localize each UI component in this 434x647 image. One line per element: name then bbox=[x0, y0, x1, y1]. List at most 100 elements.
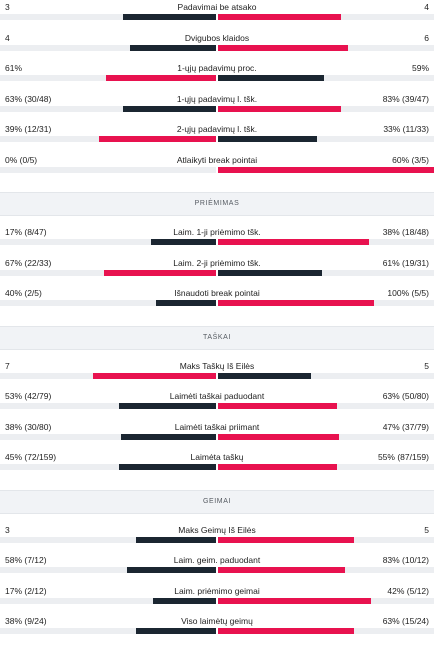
stat-left-value: 3 bbox=[5, 2, 10, 12]
stat-bar-right-track bbox=[218, 628, 434, 634]
stat-right-value: 83% (39/47) bbox=[382, 93, 429, 104]
stat-label: 1-ųjų padavimų l. tšk. bbox=[176, 93, 258, 104]
stat-bar-left-track bbox=[0, 628, 216, 634]
stat-bar-left-fill bbox=[129, 44, 216, 51]
stat-row: 63% (30/48) 1-ųjų padavimų l. tšk. 83% (39… bbox=[0, 92, 434, 125]
stat-row: 53% (42/79) Laimėti taškai paduodant 63% (… bbox=[0, 389, 434, 422]
stat-right-value: 6 bbox=[424, 32, 429, 43]
stat-bar-left-fill bbox=[99, 136, 216, 142]
stat-right-value: 47% (37/79) bbox=[382, 421, 429, 432]
stat-row: 38% (9/24) Viso laimėtų geimų 63% (15/24) bbox=[0, 614, 434, 647]
stat-bar-right-track bbox=[218, 536, 434, 543]
stat-bar-right-fill bbox=[218, 105, 342, 112]
stat-left-value: 53% (42/79) bbox=[5, 391, 52, 401]
stat-bar-right-track bbox=[218, 269, 434, 276]
section-header: GEIMAI bbox=[0, 489, 434, 514]
stat-right-value: 63% (50/80) bbox=[382, 391, 429, 401]
stat-bar-left-fill bbox=[155, 300, 216, 306]
stat-row: 40% (2/5) Išnaudoti break pointai 100% (5/… bbox=[0, 286, 434, 319]
stat-bar-right-track bbox=[218, 433, 434, 440]
stat-bar-left-fill bbox=[136, 536, 216, 543]
stat-bar-right-track bbox=[218, 44, 434, 51]
stat-left-value: 0% (0/5) bbox=[5, 154, 38, 165]
stat-bar-left-fill bbox=[118, 464, 216, 470]
stat-bar-left-fill bbox=[105, 75, 216, 81]
stat-bar-left-fill bbox=[153, 597, 216, 604]
stat-bar-right-fill bbox=[218, 136, 318, 142]
stat-row: 0% (0/5) Atlaikyti break pointai 60% (3/5) bbox=[0, 153, 434, 186]
stat-bar-right-track bbox=[218, 300, 434, 306]
stat-bar-left-track bbox=[0, 433, 216, 440]
stat-bar-right-track bbox=[218, 136, 434, 142]
stat-bar-right-fill bbox=[218, 567, 346, 573]
stat-label: Laim. 1-ji priėmimo tšk. bbox=[173, 227, 261, 237]
stat-left-value: 40% (2/5) bbox=[5, 288, 42, 298]
stat-bar-right-fill bbox=[218, 403, 337, 409]
stat-left-value: 4 bbox=[5, 32, 10, 43]
stat-row: 67% (22/33) Laim. 2-ji priėmimo tšk. 61% (… bbox=[0, 256, 434, 289]
stat-row: 45% (72/159) Laimėta taškų 55% (87/159) bbox=[0, 450, 434, 483]
stat-label: Atlaikyti break pointai bbox=[176, 154, 258, 165]
stat-right-value: 38% (18/48) bbox=[382, 227, 429, 237]
stat-bar-right-fill bbox=[218, 44, 348, 51]
stat-label: Viso laimėtų geimų bbox=[181, 616, 253, 626]
section-header: PRIĖMIMAS bbox=[0, 192, 434, 216]
stat-left-value: 17% (8/47) bbox=[5, 227, 47, 237]
stat-right-value: 33% (11/33) bbox=[383, 124, 429, 134]
stat-bar-right-fill bbox=[218, 464, 337, 470]
stat-bar-left-track bbox=[0, 136, 216, 142]
section-header: TAŠKAI bbox=[0, 325, 434, 350]
stat-bar-right-fill bbox=[218, 269, 322, 276]
stat-bar-right-track bbox=[218, 372, 434, 379]
stat-bar-left-track bbox=[0, 403, 216, 409]
stat-bar-left-fill bbox=[118, 403, 216, 409]
stat-bar-right-track bbox=[218, 105, 434, 112]
stat-left-value: 45% (72/159) bbox=[5, 452, 57, 462]
stat-label: Laimėti taškai priimant bbox=[174, 421, 260, 432]
stat-bar-left-track bbox=[0, 536, 216, 543]
stat-bar-right-track bbox=[218, 14, 434, 20]
stat-bar-left-track bbox=[0, 75, 216, 81]
stat-bar-right-track bbox=[218, 597, 434, 604]
stat-label: Išnaudoti break pointai bbox=[174, 288, 260, 298]
stat-bar-right-fill bbox=[218, 14, 342, 20]
stat-bar-right-fill bbox=[218, 597, 372, 604]
stat-bar-right-fill bbox=[218, 300, 374, 306]
stat-bar-right-fill bbox=[218, 536, 355, 543]
stat-label: Dvigubos klaidos bbox=[184, 32, 250, 43]
stat-label: Maks Geimų Iš Eilės bbox=[178, 524, 256, 535]
stat-bar-right-fill bbox=[218, 166, 434, 173]
stat-left-value: 38% (30/80) bbox=[5, 421, 52, 432]
stat-row: 58% (7/12) Laim. geim. paduodant 83% (10/1… bbox=[0, 553, 434, 586]
stat-label: Maks Taškų Iš Eilės bbox=[179, 360, 255, 371]
stat-left-value: 3 bbox=[5, 524, 10, 535]
stat-bar-left-fill bbox=[103, 269, 216, 276]
stat-row: 61% 1-ųjų padavimų proc. 59% bbox=[0, 61, 434, 94]
stat-bar-left-track bbox=[0, 372, 216, 379]
stat-row: 4 Dvigubos klaidos 6 bbox=[0, 31, 434, 64]
stat-bar-left-track bbox=[0, 239, 216, 245]
stat-bar-left-track bbox=[0, 464, 216, 470]
stat-right-value: 83% (10/12) bbox=[382, 555, 429, 565]
stat-right-value: 42% (5/12) bbox=[387, 585, 429, 596]
stat-bar-right-track bbox=[218, 166, 434, 173]
stat-left-value: 7 bbox=[5, 360, 10, 371]
stat-bar-right-track bbox=[218, 464, 434, 470]
stat-bar-right-fill bbox=[218, 433, 339, 440]
stat-bar-left-fill bbox=[123, 14, 216, 20]
stat-label: Laim. priėmimo geimai bbox=[174, 585, 260, 596]
stat-bar-left-track bbox=[0, 597, 216, 604]
stat-right-value: 59% bbox=[411, 63, 429, 73]
stat-bar-right-track bbox=[218, 567, 434, 573]
stat-bar-left-fill bbox=[123, 105, 216, 112]
stat-bar-left-fill bbox=[127, 567, 216, 573]
stat-row: 38% (30/80) Laimėti taškai priimant 47% (3… bbox=[0, 420, 434, 453]
stat-right-value: 60% (3/5) bbox=[392, 154, 429, 165]
stat-right-value: 4 bbox=[424, 2, 429, 12]
stat-right-value: 55% (87/159) bbox=[377, 452, 429, 462]
stat-row: 17% (2/12) Laim. priėmimo geimai 42% (5/12… bbox=[0, 584, 434, 617]
stat-row: 3 Maks Geimų Iš Eilės 5 bbox=[0, 523, 434, 556]
stat-bar-right-fill bbox=[218, 239, 370, 245]
stat-label: 1-ųjų padavimų proc. bbox=[177, 63, 257, 73]
stat-left-value: 63% (30/48) bbox=[5, 93, 52, 104]
